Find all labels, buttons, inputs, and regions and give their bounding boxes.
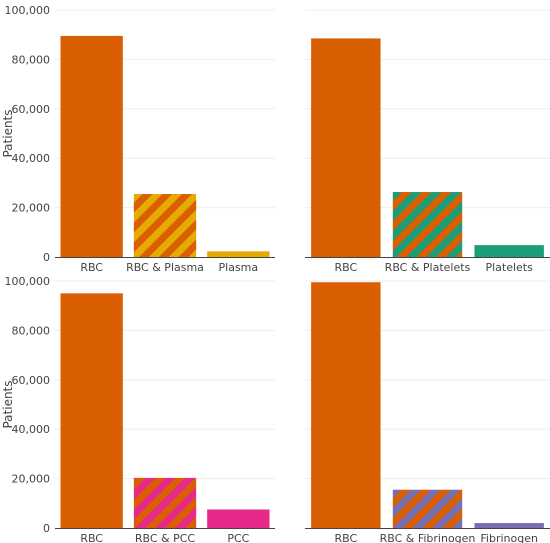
x-tick-label: RBC — [80, 532, 103, 543]
y-tick-label: 0 — [43, 251, 50, 264]
x-tick-label: RBC & PCC — [135, 532, 196, 543]
bar-rbc-platelets — [392, 192, 463, 257]
x-tick-label: Fibrinogen — [480, 532, 538, 543]
x-tick-label: Plasma — [219, 261, 259, 274]
bar-platelets — [474, 245, 544, 257]
y-tick-label: 100,000 — [5, 4, 51, 17]
chart-panel-3: 0 20,000 40,000 60,000 80,000 100,000 Patients… — [1, 275, 275, 543]
bar-fibrinogen — [474, 523, 544, 528]
x-tick-label: RBC & Plasma — [126, 261, 204, 274]
y-tick-label: 100,000 — [5, 275, 51, 288]
y-tick-label: 40,000 — [12, 423, 51, 436]
y-tick-label: 20,000 — [12, 473, 51, 486]
bar-rbc-pcc — [133, 477, 197, 528]
y-tick-label: 60,000 — [12, 374, 51, 387]
y-tick-label: 80,000 — [12, 324, 51, 337]
y-tick-label: 40,000 — [12, 152, 51, 165]
bar-rbc — [311, 38, 381, 257]
bar-rbc — [311, 282, 381, 528]
x-tick-label: RBC & Platelets — [385, 261, 471, 274]
chart-panel-2: RBC RBC & Platelets Platelets — [305, 9, 550, 274]
x-tick-label: RBC & Fibrinogen — [380, 532, 476, 543]
bar-rbc-fibrinogen — [392, 489, 463, 528]
x-tick-label: RBC — [80, 261, 103, 274]
chart-panel-4: RBC RBC & Fibrinogen Fibrinogen — [305, 280, 550, 543]
x-tick-label: Platelets — [485, 261, 533, 274]
y-tick-label: 80,000 — [12, 53, 51, 66]
y-tick-label: 0 — [43, 522, 50, 535]
y-tick-label: 20,000 — [12, 202, 51, 215]
y-tick-label: 60,000 — [12, 103, 51, 116]
bar-rbc — [60, 35, 123, 258]
y-axis-title: Patients — [1, 380, 15, 428]
x-tick-label: PCC — [227, 532, 249, 543]
x-tick-label: RBC — [334, 261, 357, 274]
bar-pcc — [207, 509, 270, 528]
bar-plasma — [207, 251, 270, 257]
chart-panel-1: 0 20,000 40,000 60,000 80,000 100,000 Patients… — [1, 4, 275, 274]
x-tick-label: RBC — [334, 532, 357, 543]
bar-rbc-plasma — [133, 194, 197, 257]
y-axis-title: Patients — [1, 109, 15, 157]
bar-rbc — [60, 293, 123, 528]
